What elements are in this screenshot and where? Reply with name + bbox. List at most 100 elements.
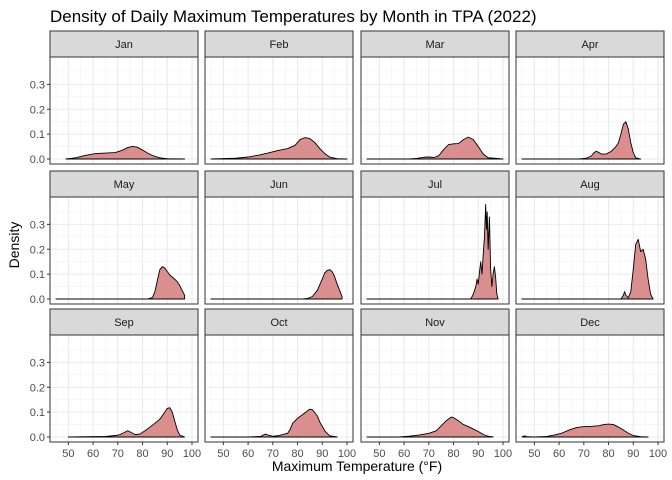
density-area-jul [366,204,499,300]
y-tick-label: 0.0 [30,154,45,166]
panel-border [49,56,199,165]
facet-strip [49,308,199,336]
panel-border [204,334,354,443]
facet-label: May [114,179,135,191]
x-tick-label: 60 [87,448,99,460]
density-area-dec [521,423,649,438]
density-area-mar [366,136,504,160]
x-tick-label: 70 [578,448,590,460]
y-tick-label: 0.0 [30,432,45,444]
facet-label: Dec [580,317,600,329]
x-axis-title: Maximum Temperature (°F) [272,458,442,474]
facet-label: Sep [114,317,134,329]
facet-strip [360,170,510,198]
panel-border [360,56,510,165]
facet-strip [204,170,354,198]
facet-label: Jul [428,179,442,191]
x-tick-label: 100 [338,448,356,460]
facet-oct: Oct [204,308,354,443]
facet-strip [49,30,199,58]
facet-label: Nov [425,317,445,329]
facet-strip [360,308,510,336]
x-tick-label: 100 [183,448,201,460]
x-tick-label: 90 [472,448,484,460]
facet-strip [515,170,665,198]
facet-feb: Feb [204,30,354,165]
density-area-may [55,266,186,300]
x-tick-label: 60 [398,448,410,460]
density-area-aug [521,238,654,300]
facet-label: Mar [426,39,445,51]
x-axes: 50 60 70 80 90 100 50 60 70 80 90 100 50 60 70 80 90 100 5… [62,442,667,460]
panel-background [50,57,198,164]
y-tick-label: 0.2 [30,104,45,116]
x-tick-label: 70 [423,448,435,460]
facet-panels: Jan Feb Mar Apr May Jun Jul Aug Sep Oct Nov Dec [49,30,665,443]
x-tick-label: 50 [62,448,74,460]
density-area-apr [521,121,642,160]
facet-jan: Jan [49,30,199,165]
facet-label: Oct [270,317,287,329]
panel-border [360,334,510,443]
panel-border [360,196,510,305]
facet-strip [515,308,665,336]
facet-strip [49,170,199,198]
x-tick-label: 70 [112,448,124,460]
panel-border [204,56,354,165]
chart-title: Density of Daily Maximum Temperatures by… [50,7,537,26]
x-tick-label: 90 [161,448,173,460]
y-tick-label: 0.2 [30,244,45,256]
x-tick-label: 80 [136,448,148,460]
facet-sep: Sep [49,308,199,443]
y-axes: 0.0 0.1 0.2 0.3 0.0 0.1 0.2 0.3 0.0 0.1 0.2 0.3 [30,79,50,444]
x-tick-label: 90 [316,448,328,460]
panel-border [515,56,665,165]
facet-jun: Jun [204,170,354,305]
x-tick-label: 50 [528,448,540,460]
facet-nov: Nov [360,308,510,443]
x-tick-label: 80 [447,448,459,460]
y-tick-label: 0.2 [30,382,45,394]
facet-strip [360,30,510,58]
y-tick-label: 0.1 [30,269,45,281]
density-area-feb [210,137,348,160]
density-area-nov [366,416,494,438]
panel-background [361,57,509,164]
facet-label: Jun [270,179,288,191]
panel-border [49,334,199,443]
panel-background [516,57,664,164]
facet-label: Jan [115,39,133,51]
y-tick-label: 0.3 [30,219,45,231]
facet-dec: Dec [515,308,665,443]
panel-background [361,335,509,442]
density-area-oct [210,408,338,438]
facet-label: Feb [270,39,289,51]
panel-border [515,334,665,443]
panel-background [516,335,664,442]
facet-mar: Mar [360,30,510,165]
panel-border [49,196,199,305]
facet-strip [204,308,354,336]
x-tick-label: 50 [373,448,385,460]
panel-background [205,57,353,164]
x-tick-label: 50 [217,448,229,460]
facet-aug: Aug [515,170,665,305]
x-tick-label: 100 [494,448,512,460]
x-tick-label: 90 [627,448,639,460]
density-area-sep [67,407,186,438]
facet-strip [204,30,354,58]
facet-label: Aug [580,179,600,191]
x-tick-label: 70 [267,448,279,460]
y-tick-label: 0.1 [30,129,45,141]
x-tick-label: 80 [291,448,303,460]
panel-border [515,196,665,305]
panel-border [204,196,354,305]
facet-apr: Apr [515,30,665,165]
panel-background [205,335,353,442]
y-tick-label: 0.1 [30,407,45,419]
density-area-jun [210,269,343,300]
x-tick-label: 60 [242,448,254,460]
x-tick-label: 100 [649,448,667,460]
facet-jul: Jul [360,170,510,305]
